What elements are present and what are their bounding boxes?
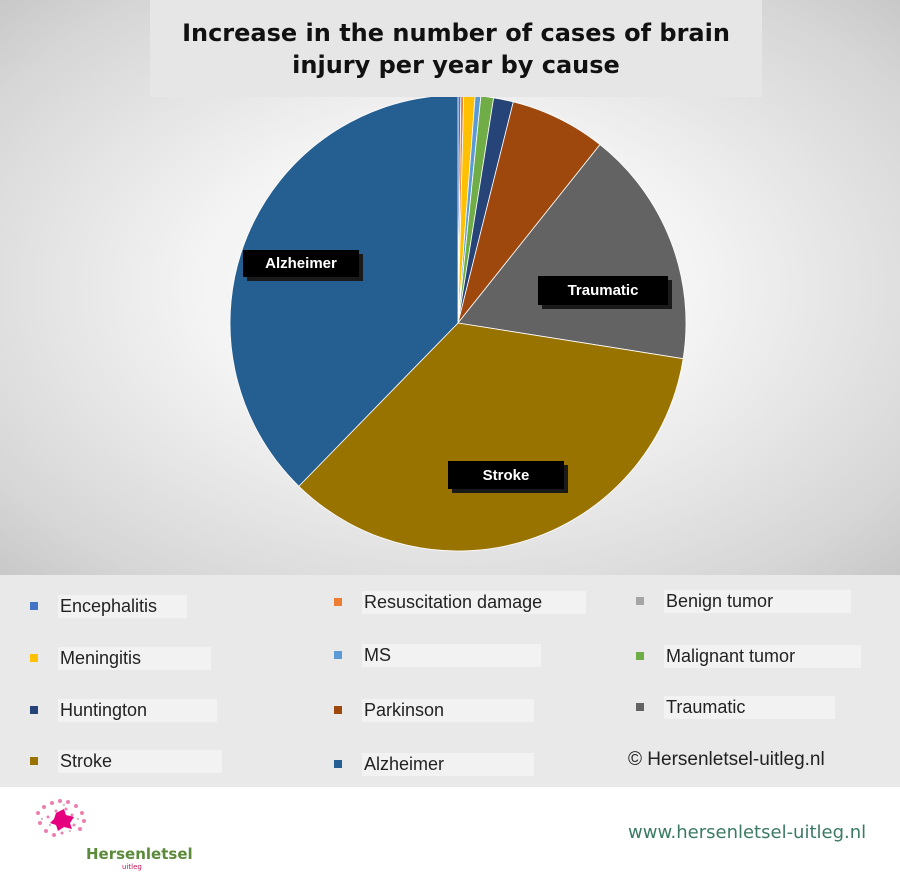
legend-label: Encephalitis — [58, 594, 188, 618]
chart-title-box: Increase in the number of cases of brain… — [150, 0, 762, 97]
legend-item-parkinson: Parkinson — [334, 698, 535, 722]
legend-swatch — [30, 706, 38, 714]
legend-label: Malignant tumor — [664, 644, 862, 668]
legend-label: MS — [362, 643, 541, 667]
legend-label: Parkinson — [362, 698, 535, 722]
logo-subtext: uitleg — [122, 863, 142, 871]
legend-label: Resuscitation damage — [362, 590, 587, 614]
legend-label: Benign tumor — [664, 589, 852, 613]
slice-label-stroke: Stroke — [448, 461, 564, 489]
legend-swatch — [334, 651, 342, 659]
legend: Encephalitis Resuscitation damage Benign… — [0, 575, 900, 787]
chart-title: Increase in the number of cases of brain… — [182, 18, 730, 79]
legend-swatch — [334, 706, 342, 714]
legend-swatch — [30, 654, 38, 662]
legend-label: Meningitis — [58, 646, 212, 670]
legend-label: Traumatic — [664, 695, 836, 719]
pie-chart — [229, 94, 687, 552]
legend-swatch — [30, 757, 38, 765]
legend-item-meningitis: Meningitis — [30, 646, 212, 670]
slice-label-traumatic: Traumatic — [538, 276, 668, 305]
legend-item-resuscitation-damage: Resuscitation damage — [334, 590, 587, 614]
hersenletsel-logo[interactable]: Hersenletsel uitleg — [26, 793, 196, 879]
legend-swatch — [30, 602, 38, 610]
legend-swatch — [636, 597, 644, 605]
legend-label: Stroke — [58, 749, 223, 773]
copyright-text: © Hersenletsel-uitleg.nl — [628, 749, 825, 770]
legend-item-traumatic: Traumatic — [636, 695, 836, 719]
chart-area: Increase in the number of cases of brain… — [0, 0, 900, 575]
legend-swatch — [636, 703, 644, 711]
legend-swatch — [334, 760, 342, 768]
legend-swatch — [334, 598, 342, 606]
legend-item-malignant-tumor: Malignant tumor — [636, 644, 862, 668]
legend-item-alzheimer: Alzheimer — [334, 752, 535, 776]
legend-swatch — [636, 652, 644, 660]
slice-label-alzheimer: Alzheimer — [243, 250, 359, 277]
legend-item-huntington: Huntington — [30, 698, 218, 722]
legend-label: Alzheimer — [362, 752, 535, 776]
logo-text: Hersenletsel — [86, 845, 193, 863]
legend-item-ms: MS — [334, 643, 541, 667]
brain-logo-icon — [36, 799, 86, 837]
pie-slice-stroke — [298, 322, 684, 552]
legend-item-encephalitis: Encephalitis — [30, 594, 188, 618]
legend-item-benign-tumor: Benign tumor — [636, 589, 852, 613]
pie-slice-traumatic — [457, 144, 687, 360]
legend-item-stroke: Stroke — [30, 749, 223, 773]
legend-label: Huntington — [58, 698, 218, 722]
pie-slice-alzheimer — [229, 94, 459, 487]
website-link[interactable]: www.hersenletsel-uitleg.nl — [628, 822, 867, 843]
footer: Hersenletsel uitleg www.hersenletsel-uit… — [0, 787, 900, 885]
